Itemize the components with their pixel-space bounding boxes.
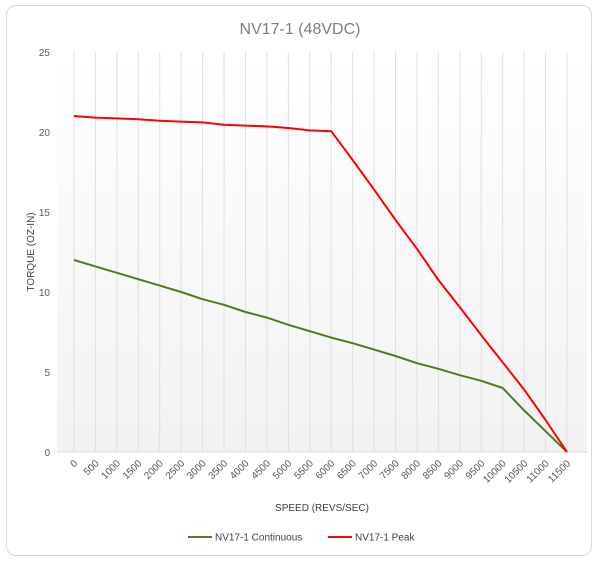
legend-label-continuous: NV17-1 Continuous: [215, 533, 302, 544]
x-tick-label: 3500: [207, 458, 231, 482]
legend: NV17-1 Continuous NV17-1 Peak: [188, 533, 415, 544]
y-tick-label: 25: [39, 48, 51, 59]
x-tick-label: 9000: [442, 458, 466, 482]
y-tick-label: 0: [44, 448, 50, 459]
x-tick-label: 2500: [164, 458, 188, 482]
x-tick-label: 8000: [400, 458, 424, 482]
legend-label-peak: NV17-1 Peak: [355, 533, 415, 544]
y-tick-label: 5: [44, 368, 50, 379]
x-tick-label: 5500: [292, 458, 316, 482]
x-tick-label: 10500: [503, 458, 531, 486]
x-tick-label: 11000: [525, 458, 552, 485]
x-tick-label: 1000: [99, 458, 123, 482]
x-tick-label: 7000: [357, 458, 381, 482]
x-tick-label: 5000: [271, 458, 295, 482]
x-tick-label: 6500: [335, 458, 359, 482]
x-tick-label: 4000: [228, 458, 252, 482]
x-tick-label: 1500: [121, 458, 145, 482]
y-tick-label: 15: [39, 208, 51, 219]
y-tick-label: 20: [39, 128, 51, 139]
x-tick-label: 10000: [481, 458, 509, 486]
x-tick-label: 11500: [546, 458, 573, 485]
x-tick-label: 2000: [142, 458, 166, 482]
x-tick-label: 8500: [421, 458, 445, 482]
series-line-peak: [73, 115, 568, 453]
x-tick-label: 4500: [250, 458, 274, 482]
y-axis-title: TORQUE (OZ-IN): [26, 212, 37, 291]
x-tick-label: 6000: [314, 458, 338, 482]
x-tick-label: 3000: [185, 458, 209, 482]
x-axis-title: SPEED (REVS/SEC): [275, 503, 369, 514]
plot-area: [57, 52, 587, 452]
x-tick-label: 500: [82, 458, 102, 478]
y-tick-label: 10: [39, 288, 51, 299]
series-line-continuous: [73, 259, 568, 453]
x-tick-label: 7500: [378, 458, 402, 482]
chart-title: NV17-1 (48VDC): [240, 21, 361, 38]
x-tick-label: 0: [68, 458, 80, 470]
